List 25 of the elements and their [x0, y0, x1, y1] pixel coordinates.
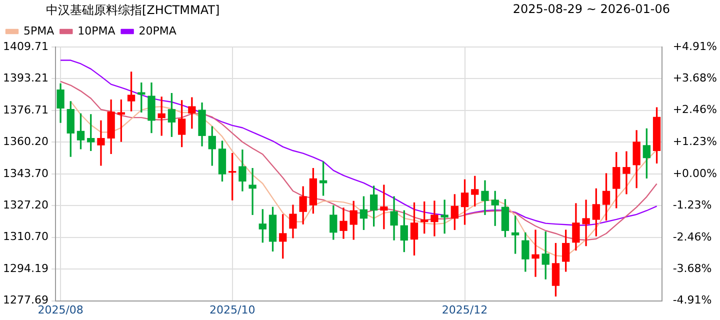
y-tick-label: 1393.21	[2, 72, 48, 85]
y-tick-label: 1360.20	[2, 135, 48, 148]
y2-tick-label: +0.00%	[672, 166, 718, 180]
legend-label: 5PMA	[24, 24, 55, 38]
y-tick-label: 1376.71	[2, 103, 48, 116]
legend-label: 10PMA	[78, 24, 116, 38]
legend-label: 20PMA	[138, 24, 177, 38]
y-tick-label: 1294.19	[2, 262, 48, 275]
y2-tick-label: -1.23%	[672, 198, 712, 212]
y-tick-label: 1343.70	[2, 166, 48, 180]
y2-tick-label: -2.46%	[672, 230, 712, 244]
y2-tick-label: +1.23%	[672, 134, 718, 148]
y2-tick-label: -3.68%	[672, 262, 712, 275]
y2-tick-label: -4.91%	[672, 294, 712, 307]
y2-tick-label: +4.91%	[672, 40, 718, 53]
chart-title: 中汉基础原料综指[ZHCTMMAT]	[46, 2, 220, 19]
x-tick-label: 2025/10	[209, 303, 256, 316]
y2-tick-label: +2.46%	[672, 103, 718, 116]
x-tick-label: 2025/12	[442, 303, 488, 316]
y-tick-label: 1327.20	[2, 198, 48, 212]
y2-tick-label: +3.68%	[672, 72, 718, 85]
x-tick-label: 2025/08	[38, 303, 84, 316]
y-tick-label: 1310.70	[2, 230, 48, 244]
y-tick-label: 1409.71	[2, 40, 48, 53]
chart-subtitle: 2025-08-29 ~ 2026-01-06	[512, 2, 670, 18]
